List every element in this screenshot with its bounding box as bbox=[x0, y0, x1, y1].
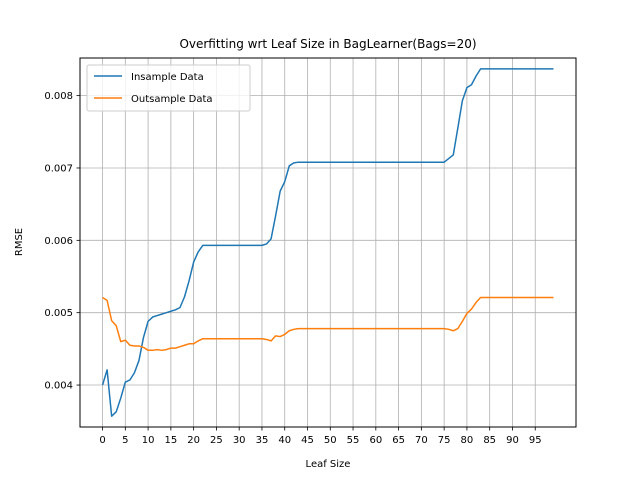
x-tick-label: 20 bbox=[187, 435, 200, 446]
x-axis-label: Leaf Size bbox=[306, 459, 351, 470]
legend: Insample Data Outsample Data bbox=[87, 65, 250, 111]
x-tick-label: 55 bbox=[347, 435, 360, 446]
y-tick-label: 0.004 bbox=[44, 381, 73, 392]
x-tick-label: 40 bbox=[278, 435, 291, 446]
x-tick-label: 0 bbox=[99, 435, 105, 446]
y-tick-label: 0.008 bbox=[44, 91, 73, 102]
x-tick-label: 90 bbox=[506, 435, 519, 446]
legend-label-insample: Insample Data bbox=[131, 72, 204, 83]
x-tick-label: 35 bbox=[256, 435, 269, 446]
x-tick-label: 25 bbox=[210, 435, 223, 446]
x-tick-label: 85 bbox=[483, 435, 496, 446]
y-axis-label: RMSE bbox=[14, 228, 25, 256]
y-tick-label: 0.005 bbox=[44, 308, 73, 319]
x-tick-label: 80 bbox=[461, 435, 474, 446]
x-tick-label: 95 bbox=[529, 435, 542, 446]
x-tick-label: 65 bbox=[392, 435, 405, 446]
x-tick-label: 75 bbox=[438, 435, 451, 446]
x-tick-label: 70 bbox=[415, 435, 428, 446]
y-tick-label: 0.006 bbox=[44, 236, 73, 247]
x-tick-label: 15 bbox=[164, 435, 177, 446]
x-tick-label: 10 bbox=[142, 435, 155, 446]
x-tick-label: 45 bbox=[301, 435, 314, 446]
x-tick-label: 60 bbox=[369, 435, 382, 446]
chart-title: Overfitting wrt Leaf Size in BagLearner(… bbox=[179, 37, 476, 51]
y-tick-label: 0.007 bbox=[44, 163, 73, 174]
legend-label-outsample: Outsample Data bbox=[131, 94, 213, 105]
x-tick-label: 50 bbox=[324, 435, 337, 446]
x-tick-label: 30 bbox=[233, 435, 246, 446]
x-tick-label: 5 bbox=[122, 435, 128, 446]
